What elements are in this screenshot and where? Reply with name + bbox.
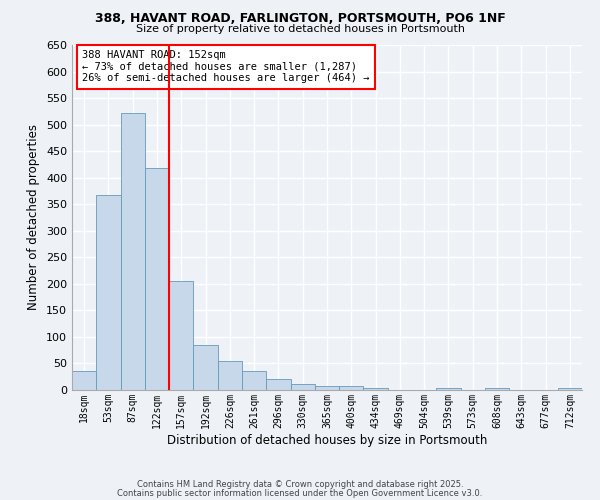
Bar: [145, 168, 169, 390]
Bar: [121, 113, 145, 390]
Bar: [558, 388, 582, 390]
Bar: [72, 372, 96, 390]
Bar: [169, 281, 193, 390]
Bar: [315, 386, 339, 390]
X-axis label: Distribution of detached houses by size in Portsmouth: Distribution of detached houses by size …: [167, 434, 487, 446]
Text: 388 HAVANT ROAD: 152sqm
← 73% of detached houses are smaller (1,287)
26% of semi: 388 HAVANT ROAD: 152sqm ← 73% of detache…: [82, 50, 370, 84]
Bar: [218, 361, 242, 390]
Bar: [242, 371, 266, 390]
Text: Contains HM Land Registry data © Crown copyright and database right 2025.: Contains HM Land Registry data © Crown c…: [137, 480, 463, 489]
Bar: [193, 346, 218, 390]
Bar: [96, 194, 121, 390]
Text: Size of property relative to detached houses in Portsmouth: Size of property relative to detached ho…: [136, 24, 464, 34]
Bar: [485, 388, 509, 390]
Bar: [436, 388, 461, 390]
Bar: [339, 386, 364, 390]
Bar: [364, 388, 388, 390]
Y-axis label: Number of detached properties: Number of detached properties: [28, 124, 40, 310]
Bar: [290, 384, 315, 390]
Text: 388, HAVANT ROAD, FARLINGTON, PORTSMOUTH, PO6 1NF: 388, HAVANT ROAD, FARLINGTON, PORTSMOUTH…: [95, 12, 505, 26]
Bar: [266, 380, 290, 390]
Text: Contains public sector information licensed under the Open Government Licence v3: Contains public sector information licen…: [118, 489, 482, 498]
